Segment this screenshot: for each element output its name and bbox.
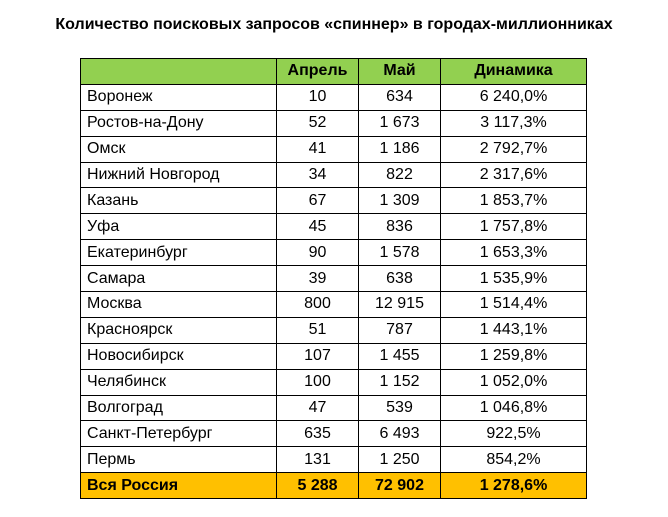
table-row: Омск 41 1 186 2 792,7% [80,135,587,163]
value-cell: 1 259,8% [440,342,587,370]
value-cell: 1 046,8% [440,394,587,422]
value-cell: 1 455 [358,342,441,370]
value-cell: 41 [276,135,359,163]
table-row: Красноярск 51 787 1 443,1% [80,316,587,344]
table-row: Санкт-Петербург 635 6 493 922,5% [80,420,587,448]
city-cell: Красноярск [80,316,277,344]
value-cell: 638 [358,265,441,293]
value-cell: 5 288 [276,472,359,500]
city-cell: Новосибирск [80,342,277,370]
total-row: Вся Россия 5 288 72 902 1 278,6% [80,472,587,500]
value-cell: 1 278,6% [440,472,587,500]
city-cell: Уфа [80,213,277,241]
value-cell: 1 443,1% [440,316,587,344]
table-row: Казань 67 1 309 1 853,7% [80,187,587,215]
table-row: Новосибирск 107 1 455 1 259,8% [80,342,587,370]
value-cell: 1 250 [358,446,441,474]
city-cell: Воронеж [80,83,277,111]
value-cell: 67 [276,187,359,215]
value-cell: 787 [358,316,441,344]
city-cell: Екатеринбург [80,239,277,267]
value-cell: 10 [276,83,359,111]
value-cell: 12 915 [358,291,441,318]
value-cell: 52 [276,109,359,137]
city-cell: Волгоград [80,394,277,422]
value-cell: 822 [358,161,441,189]
city-cell: Вся Россия [80,472,277,500]
value-cell: 6 493 [358,420,441,448]
table-row: Москва 800 12 915 1 514,4% [80,291,587,318]
value-cell: 1 152 [358,368,441,396]
table-row: Екатеринбург 90 1 578 1 653,3% [80,239,587,267]
value-cell: 1 853,7% [440,187,587,215]
city-cell: Челябинск [80,368,277,396]
value-cell: 51 [276,316,359,344]
city-cell: Казань [80,187,277,215]
table-row: Челябинск 100 1 152 1 052,0% [80,368,587,396]
value-cell: 1 186 [358,135,441,163]
city-cell: Нижний Новгород [80,161,277,189]
value-cell: 635 [276,420,359,448]
header-cell: Динамика [440,58,587,85]
value-cell: 1 052,0% [440,368,587,396]
value-cell: 131 [276,446,359,474]
city-cell: Омск [80,135,277,163]
value-cell: 100 [276,368,359,396]
city-cell: Москва [80,291,277,318]
table-row: Ростов-на-Дону 52 1 673 3 117,3% [80,109,587,137]
table-row: Самара 39 638 1 535,9% [80,265,587,293]
value-cell: 1 673 [358,109,441,137]
value-cell: 6 240,0% [440,83,587,111]
value-cell: 72 902 [358,472,441,500]
value-cell: 539 [358,394,441,422]
value-cell: 800 [276,291,359,318]
header-cell [80,58,277,85]
value-cell: 836 [358,213,441,241]
table-row: Воронеж 10 634 6 240,0% [80,83,587,111]
value-cell: 634 [358,83,441,111]
value-cell: 47 [276,394,359,422]
value-cell: 45 [276,213,359,241]
value-cell: 1 309 [358,187,441,215]
value-cell: 34 [276,161,359,189]
header-row: Апрель Май Динамика [80,58,587,85]
value-cell: 107 [276,342,359,370]
city-cell: Самара [80,265,277,293]
value-cell: 2 792,7% [440,135,587,163]
city-cell: Ростов-на-Дону [80,109,277,137]
value-cell: 854,2% [440,446,587,474]
value-cell: 90 [276,239,359,267]
value-cell: 3 117,3% [440,109,587,137]
data-table: Апрель Май Динамика Воронеж 10 634 6 240,0% Ро… [80,58,587,500]
header-cell: Май [358,58,441,85]
header-cell: Апрель [276,58,359,85]
value-cell: 1 535,9% [440,265,587,293]
value-cell: 39 [276,265,359,293]
table-body: Воронеж 10 634 6 240,0% Ростов-на-Дону 52 1 67… [80,83,587,500]
table-row: Пермь 131 1 250 854,2% [80,446,587,474]
value-cell: 1 578 [358,239,441,267]
value-cell: 1 653,3% [440,239,587,267]
value-cell: 922,5% [440,420,587,448]
value-cell: 1 514,4% [440,291,587,318]
city-cell: Пермь [80,446,277,474]
value-cell: 1 757,8% [440,213,587,241]
title: Количество поисковых запросов «спиннер» … [55,16,613,33]
table-row: Нижний Новгород 34 822 2 317,6% [80,161,587,189]
city-cell: Санкт-Петербург [80,420,277,448]
table-row: Волгоград 47 539 1 046,8% [80,394,587,422]
value-cell: 2 317,6% [440,161,587,189]
table-row: Уфа 45 836 1 757,8% [80,213,587,241]
